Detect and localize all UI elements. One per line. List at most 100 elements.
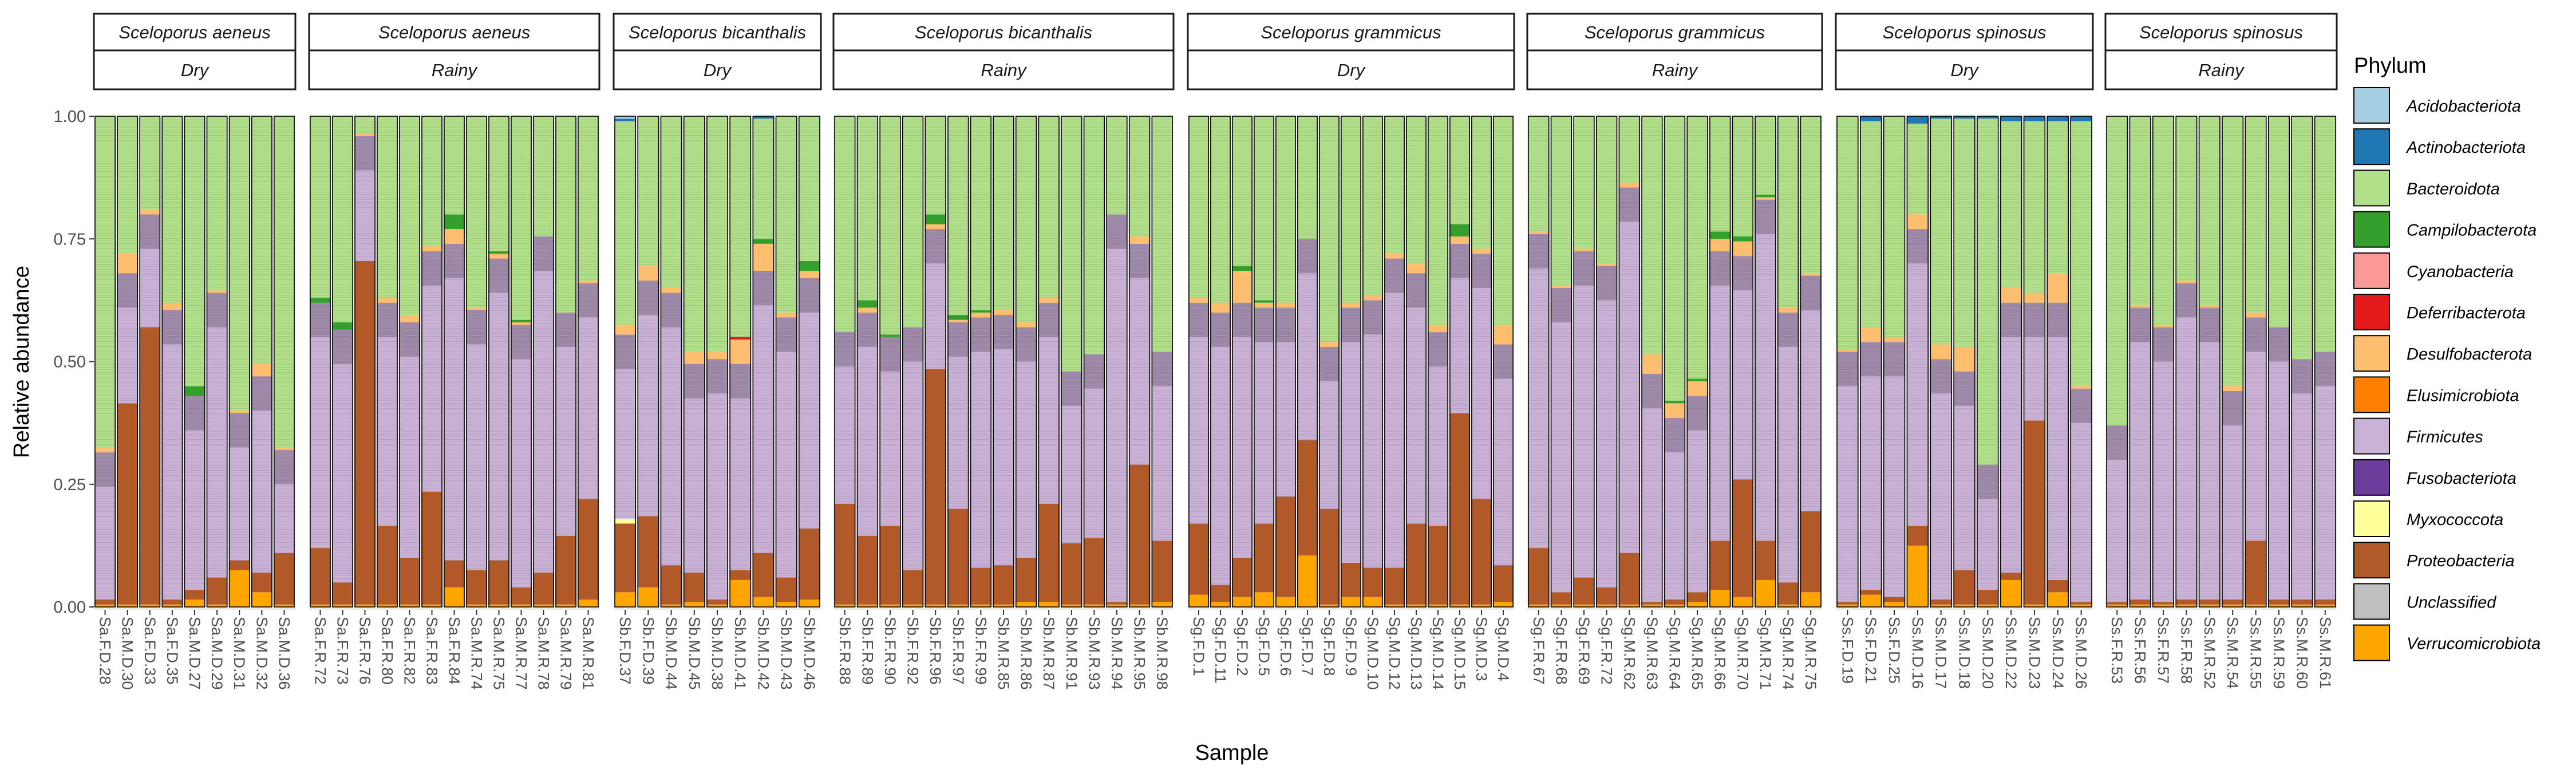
otu-texture — [2107, 425, 2128, 602]
firmicutes-dark-otus — [1107, 214, 1127, 249]
bar-segment-desulfobacterota — [2071, 386, 2092, 389]
otu-texture — [925, 116, 946, 215]
x-tick-label: Ss.F.D.21 — [1862, 617, 1879, 684]
bar-segment-verrucomicrobiota — [993, 604, 1014, 607]
bar-segment-verrucomicrobiota — [2107, 604, 2128, 607]
bar-segment-verrucomicrobiota — [511, 604, 532, 607]
bar-segment-verrucomicrobiota — [207, 604, 227, 607]
bar-segment-desulfobacterota — [857, 307, 878, 313]
bar-outline — [1618, 116, 1640, 608]
otu-texture — [274, 116, 295, 448]
otu-texture — [2245, 317, 2266, 541]
otu-texture — [251, 116, 272, 364]
sample-bar — [729, 116, 752, 608]
bar-segment-verrucomicrobiota — [970, 604, 991, 607]
bar-segment-proteobacteria — [2291, 600, 2313, 605]
bar-outline — [1151, 116, 1173, 608]
bar-segment-campilobacterota — [1755, 195, 1776, 198]
x-tick-label: Sb.M.R.93 — [1085, 617, 1103, 690]
x-tick-label: Ss.M.D.22 — [2002, 617, 2020, 689]
firmicutes-dark-otus — [683, 364, 705, 399]
bar-segment-proteobacteria — [1471, 499, 1492, 605]
x-tick-label: Sg.F.D.7 — [1299, 617, 1316, 676]
legend-key — [2353, 542, 2390, 579]
sample-bar — [1953, 116, 1976, 608]
x-tick-label: Sb.F.R.88 — [836, 617, 854, 685]
bar-segment-verrucomicrobiota — [1428, 604, 1448, 607]
otu-texture — [1596, 266, 1617, 587]
bar-segment-desulfobacterota — [2024, 293, 2045, 303]
bar-segment-verrucomicrobiota — [117, 604, 138, 607]
otu-texture — [310, 302, 331, 549]
sample-bar — [1550, 116, 1573, 608]
otu-texture — [399, 116, 420, 315]
x-tick-label: Ss.M.R.60 — [2293, 617, 2310, 689]
firmicutes-dark-otus — [94, 452, 116, 487]
legend-item: Cyanobacteria — [2353, 252, 2514, 289]
sample-bar — [1061, 116, 1082, 608]
otu-texture — [1341, 307, 1361, 563]
x-tick-label: Sa.M.R.81 — [580, 617, 597, 690]
bar-segment-desulfobacterota — [2245, 312, 2266, 318]
otu-texture — [993, 315, 1014, 566]
sample-bar — [399, 116, 420, 608]
bar-segment-proteobacteria — [117, 403, 138, 605]
bar-segment-proteobacteria — [1837, 602, 1858, 605]
bar-segment-desulfobacterota — [2129, 305, 2151, 308]
bar-segment-verrucomicrobiota — [2268, 604, 2290, 607]
bar-segment-actinobacteriota — [2047, 116, 2069, 121]
otu-texture — [1860, 121, 1882, 328]
sample-bar — [228, 116, 250, 608]
x-tick-label: Sg.M.R.62 — [1621, 617, 1638, 690]
sample-bar — [377, 116, 398, 608]
bar-segment-proteobacteria — [2176, 600, 2197, 605]
bar-outline — [1275, 116, 1296, 608]
otu-texture — [1709, 251, 1730, 541]
bar-segment-verrucomicrobiota — [661, 604, 682, 607]
bar-segment-proteobacteria — [615, 523, 636, 593]
firmicutes-dark-otus — [354, 136, 376, 171]
otu-texture — [1188, 116, 1209, 298]
bar-segment-desulfobacterota — [661, 287, 682, 293]
bar-outline — [2314, 116, 2336, 608]
firmicutes-dark-otus — [1362, 300, 1383, 335]
firmicutes-dark-otus — [947, 322, 969, 357]
bar-segment-verrucomicrobiota — [683, 602, 705, 607]
sample-bar — [533, 116, 554, 608]
bar-segment-desulfobacterota — [1800, 273, 1822, 276]
legend-label: Actinobacteriota — [2405, 139, 2526, 157]
bar-outline — [1686, 116, 1708, 608]
otu-texture — [615, 121, 636, 325]
sample-bar — [1800, 116, 1822, 608]
bar-segment-proteobacteria — [1129, 464, 1150, 605]
x-tick-label: Ss.F.R.56 — [2132, 617, 2149, 684]
bar-segment-actinobacteriota — [1954, 116, 1975, 119]
bar-outline — [729, 116, 752, 608]
facet-panel: Sceloporus spinosus Dry Ss.F.D.19 Ss.F.D.21… — [1835, 13, 2094, 689]
bar-segment-verrucomicrobiota — [1907, 545, 1929, 607]
bar-outline — [1709, 116, 1731, 608]
bar-segment-proteobacteria — [2024, 420, 2045, 605]
x-tick-label: Sb.M.R.94 — [1108, 617, 1125, 690]
sample-bar — [1015, 116, 1037, 608]
bar-segment-proteobacteria — [94, 600, 116, 605]
firmicutes-dark-otus — [1129, 243, 1150, 278]
x-tick-label: Ss.F.D.19 — [1839, 617, 1856, 684]
otu-texture — [857, 116, 878, 301]
otu-texture — [1384, 116, 1405, 254]
bar-segment-verrucomicrobiota — [2245, 604, 2266, 607]
sample-bar — [1083, 116, 1105, 608]
bar-segment-verrucomicrobiota — [140, 604, 160, 607]
firmicutes-dark-otus — [1777, 312, 1799, 347]
facet-strip-species-label: Sceloporus grammicus — [1585, 22, 1765, 42]
sample-bar — [206, 116, 228, 608]
otu-texture — [638, 281, 659, 516]
otu-texture — [1428, 332, 1448, 526]
legend-item: Proteobacteria — [2353, 542, 2515, 579]
firmicutes-dark-otus — [1210, 312, 1231, 347]
firmicutes-dark-otus — [162, 310, 183, 345]
bar-segment-desulfobacterota — [377, 298, 398, 303]
bar-segment-verrucomicrobiota — [902, 604, 923, 607]
bar-segment-proteobacteria — [555, 535, 576, 605]
otu-texture — [1152, 116, 1173, 352]
